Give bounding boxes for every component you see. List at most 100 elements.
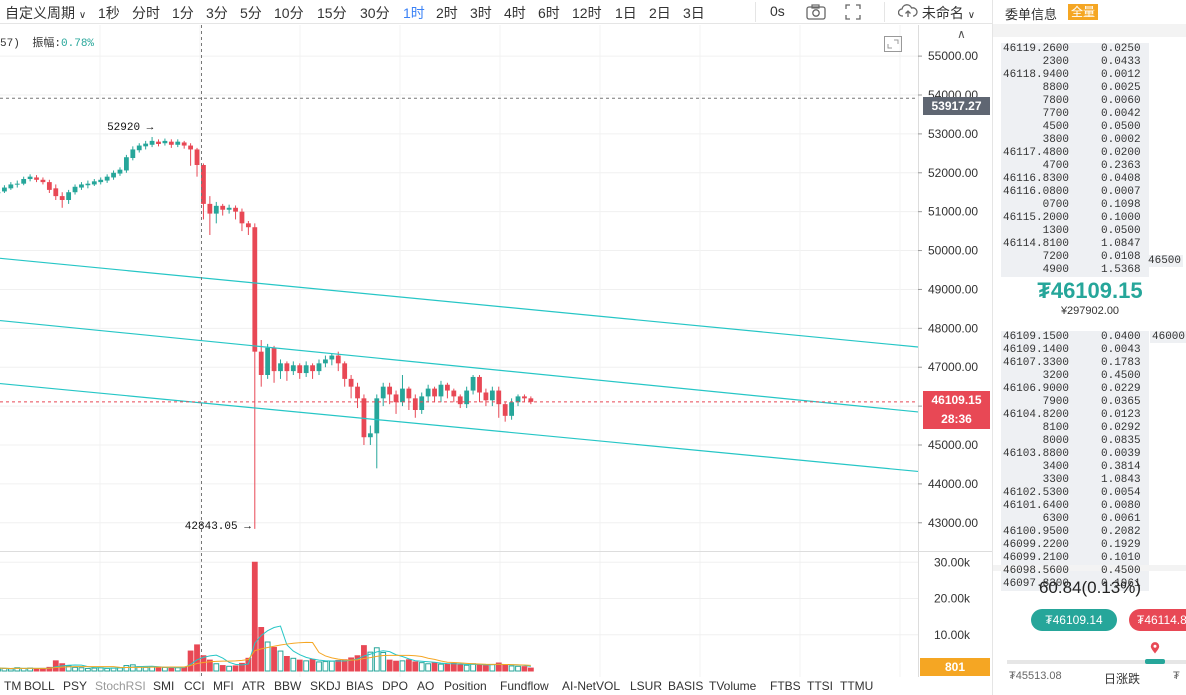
order-row[interactable]: 46118.9400 0.0012 <box>1001 69 1149 82</box>
order-row[interactable]: 7700 0.0042 <box>1001 108 1149 121</box>
indicator-mfi[interactable]: MFI <box>213 679 234 693</box>
amplitude-value: 0.78% <box>61 38 95 50</box>
interval-3d[interactable]: 3日 <box>683 5 705 21</box>
order-row[interactable]: 46109.1400 0.0043 <box>1001 344 1149 357</box>
order-row[interactable]: 46117.4800 0.0200 <box>1001 147 1149 160</box>
order-row[interactable]: 46099.2200 0.1929 <box>1001 539 1149 552</box>
best-bid-button[interactable]: ₮46109.14 <box>1031 609 1117 631</box>
order-row[interactable]: 3800 0.0002 <box>1001 134 1149 147</box>
indicator-fundflow[interactable]: Fundflow <box>500 679 549 693</box>
order-row[interactable]: 46109.1500 0.0400 <box>1001 331 1149 344</box>
order-row[interactable]: 4500 0.0500 <box>1001 121 1149 134</box>
indicator-psy[interactable]: PSY <box>63 679 88 693</box>
order-row[interactable]: 46104.8200 0.0123 <box>1001 409 1149 422</box>
candle-body <box>66 192 72 200</box>
panel-divider <box>993 24 1186 37</box>
interval-2d[interactable]: 2日 <box>649 5 671 21</box>
order-row[interactable]: 7800 0.0060 <box>1001 95 1149 108</box>
volume-bar-fill <box>335 660 341 671</box>
camera-icon[interactable] <box>806 4 826 23</box>
countdown-toggle[interactable]: 0s <box>770 3 785 19</box>
indicator-smi[interactable]: SMI <box>153 679 175 693</box>
order-quantity: 0.0012 <box>1101 69 1141 81</box>
interval-2h[interactable]: 2时 <box>436 5 458 21</box>
order-row[interactable]: 8800 0.0025 <box>1001 82 1149 95</box>
candlestick-chart[interactable]: 55000.0054000.0053000.0052000.0051000.00… <box>0 25 992 677</box>
best-ask-button[interactable]: ₮46114.8 <box>1129 609 1186 631</box>
order-row[interactable]: 3200 0.4500 <box>1001 370 1149 383</box>
indicator-position[interactable]: Position <box>444 679 487 693</box>
order-row[interactable]: 46102.5300 0.0054 <box>1001 487 1149 500</box>
indicator-basis[interactable]: BASIS <box>668 679 704 693</box>
order-row[interactable]: 46116.0800 0.0007 <box>1001 186 1149 199</box>
candle-body <box>509 402 514 416</box>
order-row[interactable]: 3300 1.0843 <box>1001 474 1149 487</box>
order-row[interactable]: 2300 0.0433 <box>1001 56 1149 69</box>
order-row[interactable]: 46097.8300 0.1961 <box>1001 578 1149 591</box>
chevron-up-icon[interactable]: ∧ <box>957 27 966 41</box>
interval-1m[interactable]: 1分 <box>172 5 194 21</box>
volume-bar-fill <box>348 657 354 671</box>
order-row[interactable]: 6300 0.0061 <box>1001 513 1149 526</box>
order-row[interactable]: 3400 0.3814 <box>1001 461 1149 474</box>
order-row[interactable]: 46115.2000 0.1000 <box>1001 212 1149 225</box>
interval-1d[interactable]: 1日 <box>615 5 637 21</box>
indicator-ftbs[interactable]: FTBS <box>770 679 801 693</box>
interval-6h[interactable]: 6时 <box>538 5 560 21</box>
interval-10m[interactable]: 10分 <box>274 5 304 21</box>
interval-30m[interactable]: 30分 <box>360 5 390 21</box>
order-row[interactable]: 46116.8300 0.0408 <box>1001 173 1149 186</box>
custom-period-dropdown[interactable]: 自定义周期 ∨ <box>5 3 86 23</box>
indicator-dpo[interactable]: DPO <box>382 679 409 693</box>
interval-4h[interactable]: 4时 <box>504 5 526 21</box>
interval-3h[interactable]: 3时 <box>470 5 492 21</box>
order-row[interactable]: 46100.9500 0.2082 <box>1001 526 1149 539</box>
expand-chart-button[interactable] <box>884 36 902 52</box>
order-row[interactable]: 4900 1.5368 <box>1001 264 1149 277</box>
chart-area[interactable]: 55000.00 54000.00 53000.00 52000.00 51000.00… <box>0 25 992 677</box>
order-row[interactable]: 46103.8800 0.0039 <box>1001 448 1149 461</box>
indicator-ao[interactable]: AO <box>417 679 435 693</box>
order-row[interactable]: 46107.3300 0.1783 <box>1001 357 1149 370</box>
indicator-ai-netvol[interactable]: AI-NetVOL <box>562 679 621 693</box>
location-pin-icon <box>1149 641 1161 654</box>
order-row[interactable]: 4700 0.2363 <box>1001 160 1149 173</box>
interval-15m[interactable]: 15分 <box>317 5 347 21</box>
candle-body <box>252 227 258 352</box>
indicator-bias[interactable]: BIAS <box>346 679 374 693</box>
indicator-skdj[interactable]: SKDJ <box>310 679 341 693</box>
indicator-cci[interactable]: CCI <box>184 679 205 693</box>
indicator-lsur[interactable]: LSUR <box>630 679 663 693</box>
order-row[interactable]: 1300 0.0500 <box>1001 225 1149 238</box>
interval-timeshare[interactable]: 分时 <box>132 5 160 21</box>
indicator-tvolume[interactable]: TVolume <box>709 679 757 693</box>
volume-bar <box>373 647 380 672</box>
order-row[interactable]: 46114.8100 1.0847 <box>1001 238 1149 251</box>
order-row[interactable]: 46098.5600 0.4500 <box>1001 565 1149 578</box>
indicator-stochrsi[interactable]: StochRSI <box>95 679 146 693</box>
indicator-atr[interactable]: ATR <box>242 679 266 693</box>
order-row[interactable]: 0700 0.1098 <box>1001 199 1149 212</box>
indicator-tm[interactable]: TM <box>4 679 22 693</box>
indicator-ttmu[interactable]: TTMU <box>840 679 874 693</box>
order-row[interactable]: 46106.9000 0.0229 <box>1001 383 1149 396</box>
interval-5m[interactable]: 5分 <box>240 5 262 21</box>
indicator-boll[interactable]: BOLL <box>24 679 55 693</box>
order-row[interactable]: 8100 0.0292 <box>1001 422 1149 435</box>
order-row[interactable]: 7200 0.0108 <box>1001 251 1149 264</box>
interval-1h[interactable]: 1时 <box>403 5 425 21</box>
indicator-bbw[interactable]: BBW <box>274 679 302 693</box>
indicator-ttsi[interactable]: TTSI <box>807 679 833 693</box>
full-depth-badge[interactable]: 全量 <box>1068 4 1099 20</box>
interval-12h[interactable]: 12时 <box>572 5 602 21</box>
fullscreen-icon[interactable] <box>845 4 861 23</box>
order-row[interactable]: 46099.2100 0.1010 <box>1001 552 1149 565</box>
order-row[interactable]: 7900 0.0365 <box>1001 396 1149 409</box>
order-row[interactable]: 46101.6400 0.0080 <box>1001 500 1149 513</box>
order-price: 3200 <box>1042 370 1069 382</box>
order-row[interactable]: 46119.2600 0.0250 <box>1001 43 1149 56</box>
order-row[interactable]: 8000 0.0835 <box>1001 435 1149 448</box>
layout-dropdown[interactable]: 未命名 ∨ <box>897 3 975 23</box>
interval-3m[interactable]: 3分 <box>206 5 228 21</box>
interval-1s[interactable]: 1秒 <box>98 5 120 21</box>
